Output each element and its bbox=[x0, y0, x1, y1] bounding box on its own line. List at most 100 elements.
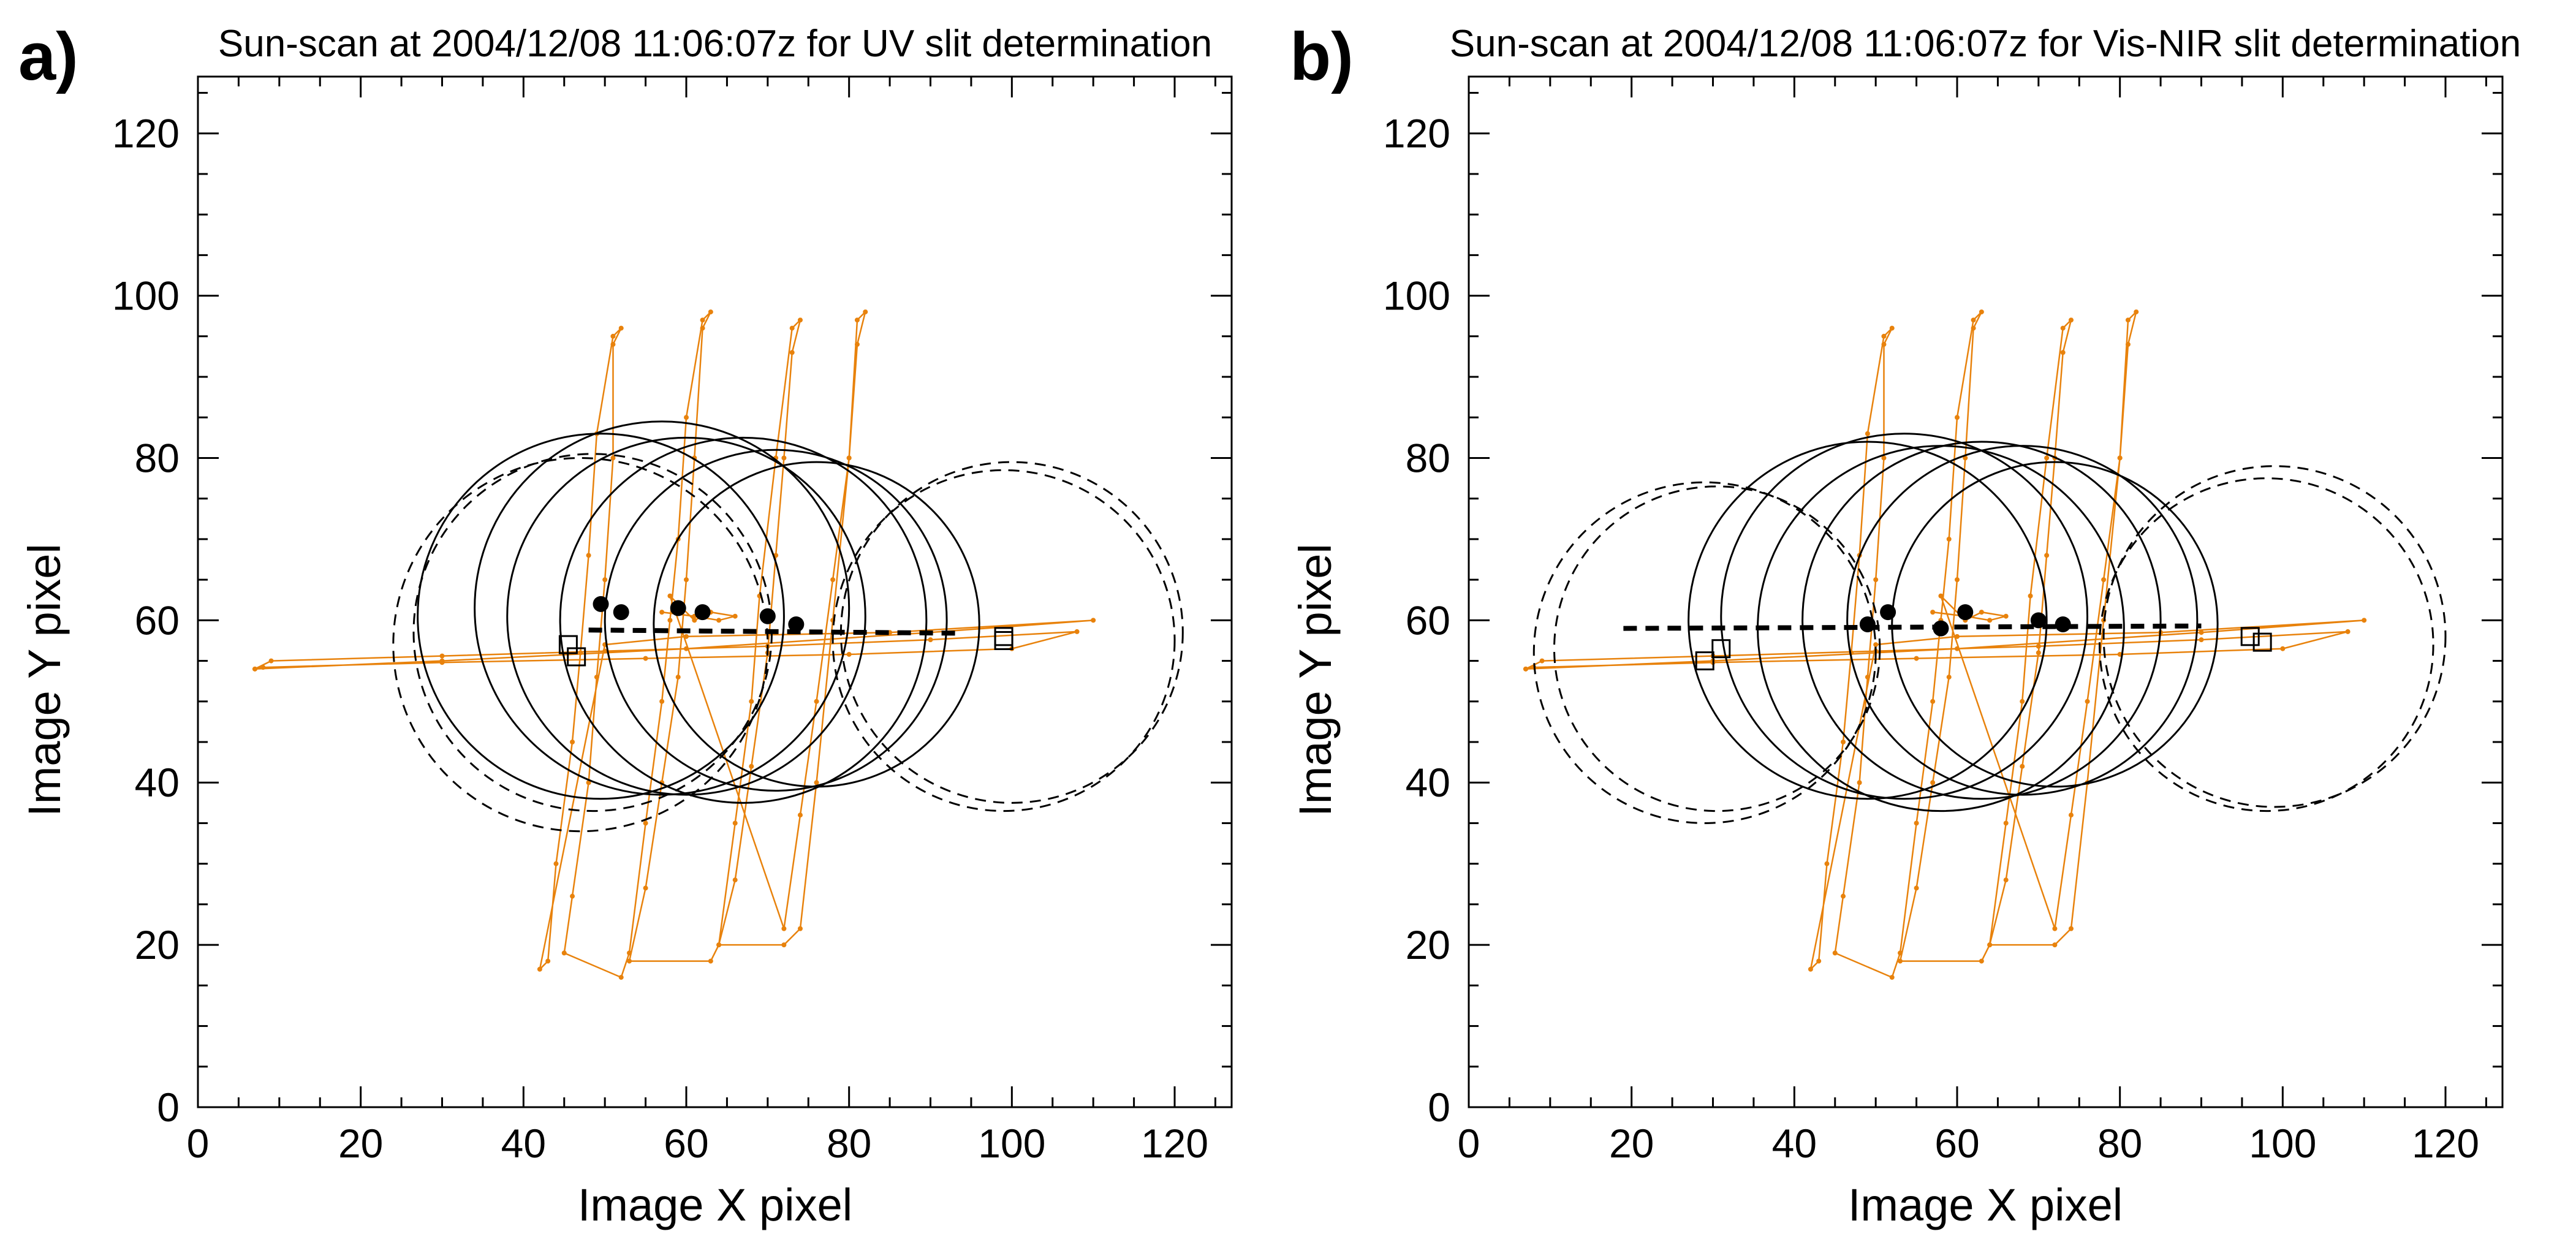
x-tick-label: 40 bbox=[501, 1121, 546, 1166]
scan-track-point bbox=[2060, 350, 2066, 355]
scan-track-point bbox=[2036, 650, 2041, 656]
scan-track-point bbox=[1841, 740, 1846, 745]
edge-square-marker bbox=[1711, 639, 1731, 659]
scan-track-point bbox=[863, 309, 868, 315]
scan-track-point bbox=[2044, 455, 2050, 461]
scan-track-point bbox=[667, 618, 673, 623]
scan-track-point bbox=[1881, 333, 1887, 339]
y-tick-label: 40 bbox=[1406, 760, 1450, 805]
scan-track-point bbox=[260, 665, 266, 670]
panel-label: b) bbox=[1290, 19, 1354, 94]
scan-track-point bbox=[1523, 666, 1528, 672]
scan-track-point bbox=[659, 610, 665, 615]
edge-disk-circle bbox=[2098, 477, 2434, 812]
sun-disk-circle bbox=[1891, 461, 2219, 788]
scan-track-point bbox=[618, 325, 624, 331]
scan-track-point bbox=[268, 658, 274, 664]
y-tick-label: 20 bbox=[135, 922, 180, 967]
sun-disk-circle bbox=[653, 461, 980, 788]
scan-track-point bbox=[2003, 613, 2009, 619]
x-tick-label: 0 bbox=[187, 1121, 210, 1166]
sun-disk-circle bbox=[1801, 441, 2162, 800]
edge-disk-circle bbox=[392, 456, 769, 833]
y-tick-label: 80 bbox=[135, 435, 180, 480]
edge-disk-circle bbox=[832, 469, 1176, 812]
x-axis-label: Image X pixel bbox=[578, 1179, 852, 1230]
scan-track-point bbox=[561, 950, 567, 956]
scan-track-point bbox=[2068, 926, 2074, 931]
disk-center-point bbox=[2055, 616, 2071, 632]
scan-track-point bbox=[1873, 577, 1879, 583]
y-tick-label: 40 bbox=[135, 760, 180, 805]
scan-track-line bbox=[254, 309, 1094, 979]
scan-track-point bbox=[846, 651, 852, 657]
scan-track-point bbox=[2044, 553, 2050, 558]
scan-track-point bbox=[1987, 942, 1993, 948]
scan-track-point bbox=[797, 926, 803, 931]
scan-track-point bbox=[2134, 309, 2139, 315]
scan-track-point bbox=[2052, 942, 2058, 948]
scan-track-point bbox=[675, 675, 681, 680]
scan-track-point bbox=[1091, 618, 1096, 623]
scan-track-point bbox=[1816, 958, 1822, 964]
panel-b: b) Sun-scan at 2004/12/08 11:06:07z for … bbox=[1290, 19, 2521, 1230]
scan-track-point bbox=[627, 950, 632, 956]
scan-track-point bbox=[2068, 317, 2074, 323]
scan-track-point bbox=[1074, 629, 1080, 634]
scan-track-point bbox=[1971, 325, 1976, 331]
scan-track-point bbox=[732, 877, 738, 883]
scan-track-point bbox=[1979, 610, 1984, 615]
scan-track-point bbox=[854, 317, 860, 323]
scan-track-point bbox=[594, 675, 599, 680]
scan-track-point bbox=[1955, 415, 1960, 420]
scan-track-point bbox=[2199, 637, 2204, 643]
scan-track-point bbox=[439, 658, 445, 664]
scan-track-point bbox=[2003, 877, 2009, 883]
disk-center-point bbox=[694, 604, 711, 621]
scan-track-point bbox=[2362, 618, 2367, 623]
scan-track-point bbox=[252, 666, 257, 672]
sun-disk-circle bbox=[1688, 441, 2048, 800]
scan-track-point bbox=[2125, 342, 2131, 347]
disk-center-point bbox=[1957, 604, 1974, 621]
scan-track-point bbox=[2117, 455, 2123, 461]
scan-track-point bbox=[1832, 950, 1838, 956]
x-tick-label: 120 bbox=[1141, 1121, 1208, 1166]
scan-track-point bbox=[1930, 698, 1936, 704]
x-tick-label: 80 bbox=[827, 1121, 871, 1166]
scan-track-point bbox=[830, 577, 836, 583]
disk-center-point bbox=[593, 596, 609, 612]
scan-track-point bbox=[643, 820, 648, 826]
scan-track-point bbox=[545, 958, 551, 964]
x-tick-label: 20 bbox=[338, 1121, 383, 1166]
scan-track-point bbox=[1930, 780, 1936, 785]
scan-track-point bbox=[1898, 958, 1903, 964]
scan-track-point bbox=[684, 577, 689, 583]
scan-track-point bbox=[781, 455, 787, 461]
scan-track-point bbox=[578, 650, 583, 656]
disk-center-point bbox=[788, 616, 805, 632]
scan-track-point bbox=[667, 593, 673, 599]
chart-title: Sun-scan at 2004/12/08 11:06:07z for Vis… bbox=[1450, 23, 2521, 65]
edge-disk-circle bbox=[2102, 465, 2447, 808]
scan-track-point bbox=[716, 942, 722, 948]
slit-fit-line bbox=[1623, 623, 2202, 631]
scan-track-point bbox=[2020, 698, 2025, 704]
scan-track-point bbox=[570, 893, 575, 899]
scan-track-point bbox=[643, 656, 648, 661]
scan-track-point bbox=[1539, 658, 1545, 664]
scan-track-point bbox=[814, 698, 819, 704]
scan-track-point bbox=[570, 740, 575, 745]
scan-track-point bbox=[1841, 893, 1846, 899]
disk-center-point bbox=[1933, 620, 1949, 637]
y-tick-label: 120 bbox=[1383, 111, 1450, 156]
edge-disk-circle bbox=[1532, 481, 1877, 824]
scan-track-point bbox=[684, 415, 689, 420]
y-tick-label: 0 bbox=[157, 1085, 180, 1130]
disk-center-point bbox=[759, 608, 776, 624]
y-tick-label: 120 bbox=[112, 111, 180, 156]
scan-track-point bbox=[1930, 610, 1936, 615]
disk-center-point bbox=[670, 600, 686, 616]
y-tick-label: 60 bbox=[1406, 597, 1450, 643]
edge-square-marker bbox=[2252, 632, 2272, 652]
